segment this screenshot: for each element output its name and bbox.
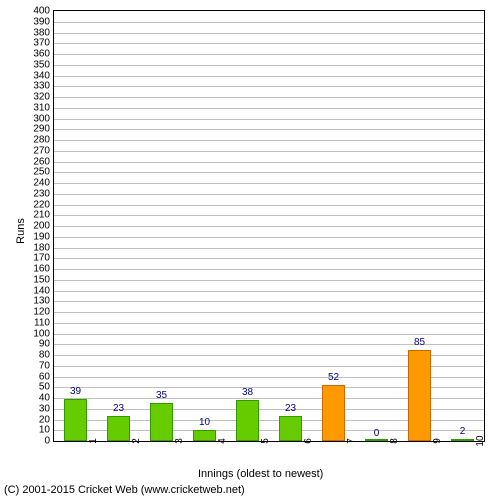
x-tick-label: 5 — [248, 438, 271, 444]
y-tick-label: 270 — [33, 145, 54, 156]
y-tick-label: 0 — [44, 436, 54, 447]
y-tick-label: 20 — [39, 414, 54, 425]
y-tick-label: 310 — [33, 102, 54, 113]
y-tick-label: 180 — [33, 242, 54, 253]
y-tick-label: 170 — [33, 253, 54, 264]
y-tick-label: 350 — [33, 59, 54, 70]
bar — [322, 385, 346, 441]
grid-line — [54, 280, 484, 281]
y-tick-label: 90 — [39, 339, 54, 350]
plot-area: 0102030405060708090100110120130140150160… — [53, 10, 485, 442]
bar — [64, 399, 88, 441]
grid-line — [54, 291, 484, 292]
x-tick-label: 3 — [162, 438, 185, 444]
y-tick-label: 60 — [39, 371, 54, 382]
grid-line — [54, 86, 484, 87]
y-tick-label: 320 — [33, 92, 54, 103]
x-tick-label: 1 — [76, 438, 99, 444]
x-axis-title: Innings (oldest to newest) — [198, 468, 323, 480]
grid-line — [54, 183, 484, 184]
grid-line — [54, 43, 484, 44]
y-tick-label: 360 — [33, 49, 54, 60]
y-tick-label: 210 — [33, 210, 54, 221]
y-tick-label: 390 — [33, 16, 54, 27]
grid-line — [54, 22, 484, 23]
y-tick-label: 240 — [33, 178, 54, 189]
bar-value-label: 35 — [156, 390, 167, 401]
y-tick-label: 290 — [33, 124, 54, 135]
y-tick-label: 100 — [33, 328, 54, 339]
y-tick-label: 130 — [33, 296, 54, 307]
bar-value-label: 38 — [242, 387, 253, 398]
grid-line — [54, 269, 484, 270]
x-tick-label: 4 — [205, 438, 228, 444]
bar-value-label: 85 — [414, 337, 425, 348]
grid-line — [54, 76, 484, 77]
grid-line — [54, 301, 484, 302]
y-tick-label: 70 — [39, 360, 54, 371]
grid-line — [54, 33, 484, 34]
y-tick-label: 380 — [33, 27, 54, 38]
grid-line — [54, 312, 484, 313]
x-tick-label: 6 — [291, 438, 314, 444]
grid-line — [54, 54, 484, 55]
grid-line — [54, 194, 484, 195]
y-tick-label: 80 — [39, 350, 54, 361]
y-tick-label: 30 — [39, 403, 54, 414]
grid-line — [54, 140, 484, 141]
bar-value-label: 23 — [113, 403, 124, 414]
x-tick-label: 10 — [463, 435, 486, 446]
y-axis-title: Runs — [15, 218, 27, 244]
y-tick-label: 120 — [33, 307, 54, 318]
x-tick-label: 9 — [420, 438, 443, 444]
y-tick-label: 10 — [39, 425, 54, 436]
y-tick-label: 330 — [33, 81, 54, 92]
y-tick-label: 150 — [33, 274, 54, 285]
grid-line — [54, 205, 484, 206]
grid-line — [54, 226, 484, 227]
grid-line — [54, 215, 484, 216]
grid-line — [54, 65, 484, 66]
grid-line — [54, 248, 484, 249]
grid-line — [54, 258, 484, 259]
bar — [236, 400, 260, 441]
x-tick-label: 8 — [377, 438, 400, 444]
grid-line — [54, 323, 484, 324]
grid-line — [54, 334, 484, 335]
y-tick-label: 190 — [33, 231, 54, 242]
y-tick-label: 340 — [33, 70, 54, 81]
y-tick-label: 110 — [34, 317, 54, 328]
bar-value-label: 10 — [199, 417, 210, 428]
y-tick-label: 220 — [33, 199, 54, 210]
y-tick-label: 200 — [33, 221, 54, 232]
y-tick-label: 370 — [33, 38, 54, 49]
grid-line — [54, 129, 484, 130]
grid-line — [54, 97, 484, 98]
grid-line — [54, 108, 484, 109]
grid-line — [54, 237, 484, 238]
bar-value-label: 23 — [285, 403, 296, 414]
y-tick-label: 160 — [33, 264, 54, 275]
bar — [408, 350, 432, 441]
y-tick-label: 50 — [39, 382, 54, 393]
bar-value-label: 52 — [328, 372, 339, 383]
y-tick-label: 300 — [33, 113, 54, 124]
x-tick-label: 7 — [334, 438, 357, 444]
bar — [150, 403, 174, 441]
x-tick-label: 2 — [119, 438, 142, 444]
y-tick-label: 140 — [33, 285, 54, 296]
copyright-footer: (C) 2001-2015 Cricket Web (www.cricketwe… — [4, 484, 245, 496]
grid-line — [54, 172, 484, 173]
y-tick-label: 400 — [33, 6, 54, 17]
grid-line — [54, 119, 484, 120]
y-tick-label: 280 — [33, 135, 54, 146]
y-tick-label: 40 — [39, 393, 54, 404]
chart-container: 0102030405060708090100110120130140150160… — [0, 0, 500, 500]
bar-value-label: 39 — [70, 386, 81, 397]
grid-line — [54, 162, 484, 163]
grid-line — [54, 151, 484, 152]
y-tick-label: 230 — [33, 188, 54, 199]
y-tick-label: 260 — [33, 156, 54, 167]
y-tick-label: 250 — [33, 167, 54, 178]
